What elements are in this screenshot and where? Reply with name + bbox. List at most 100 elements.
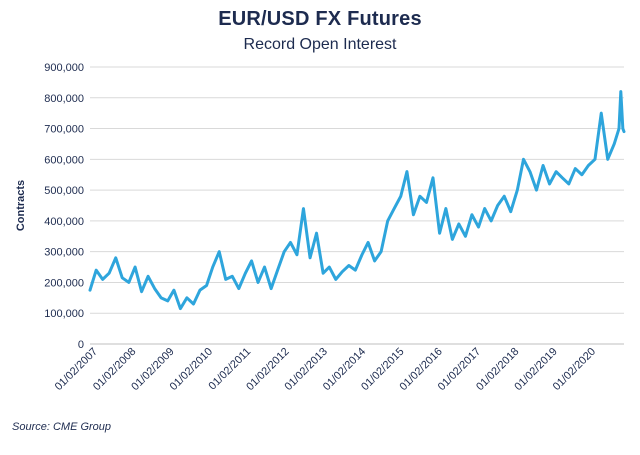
data-point — [211, 266, 214, 268]
data-point — [574, 167, 577, 170]
data-point — [147, 275, 149, 278]
y-axis-label: Contracts — [15, 180, 27, 231]
data-point — [490, 220, 492, 222]
data-point — [600, 112, 603, 114]
data-point — [296, 253, 298, 256]
data-point — [173, 289, 175, 291]
data-point — [322, 272, 324, 275]
data-point — [406, 170, 408, 173]
data-point — [451, 238, 454, 241]
data-point — [289, 241, 292, 244]
data-point — [594, 158, 596, 161]
data-point — [101, 278, 104, 281]
data-point — [134, 266, 136, 268]
data-point — [153, 287, 156, 290]
data-point — [618, 127, 620, 130]
data-point — [380, 250, 382, 253]
data-point — [270, 287, 272, 290]
chart-title: EUR/USD FX Futures — [218, 8, 422, 30]
data-point — [393, 207, 395, 210]
data-point — [522, 158, 525, 161]
data-point — [231, 275, 234, 278]
data-point — [620, 90, 622, 93]
data-point — [166, 300, 169, 302]
data-point — [516, 189, 519, 191]
data-point — [237, 287, 240, 290]
data-point — [121, 277, 124, 279]
y-tick-label: 200,000 — [44, 277, 84, 289]
x-tick-labels: 01/02/200701/02/200801/02/200901/02/2010… — [53, 346, 598, 393]
y-tick-label: 100,000 — [44, 308, 84, 320]
data-point — [471, 213, 473, 216]
data-point — [464, 235, 467, 238]
data-point — [199, 289, 201, 291]
data-point — [250, 260, 253, 262]
data-point — [309, 257, 311, 259]
data-point — [128, 281, 130, 284]
data-point — [561, 177, 564, 179]
data-point — [95, 269, 97, 271]
data-point — [438, 232, 441, 234]
data-point — [622, 127, 624, 130]
data-point — [334, 278, 337, 281]
data-point — [140, 290, 143, 293]
data-point — [354, 269, 357, 271]
data-point — [568, 183, 570, 185]
y-tick-label: 700,000 — [44, 124, 84, 136]
data-point — [458, 223, 460, 225]
data-point — [587, 164, 590, 167]
data-point — [302, 207, 305, 210]
data-point — [548, 183, 551, 185]
data-point — [386, 220, 389, 222]
series-line-open-interest — [88, 90, 626, 311]
data-point — [483, 207, 486, 210]
data-point — [581, 173, 583, 176]
data-point — [89, 289, 91, 291]
data-point — [283, 250, 286, 253]
data-point — [263, 266, 266, 268]
data-point — [496, 204, 499, 207]
data-point — [244, 272, 247, 275]
data-point — [445, 207, 447, 210]
data-point — [509, 210, 512, 213]
y-tick-labels: 0 100,000 200,000 300,000 400,000 500,000 600,… — [44, 62, 84, 351]
data-point — [315, 232, 318, 234]
y-tick-label: 600,000 — [44, 154, 84, 166]
data-point — [503, 195, 506, 198]
data-point — [205, 284, 208, 287]
data-point — [432, 177, 434, 179]
y-tick-label: 300,000 — [44, 247, 84, 259]
data-point — [224, 278, 227, 281]
source-note: Source: CME Group — [12, 421, 112, 433]
data-point — [341, 270, 344, 273]
data-point — [623, 130, 625, 133]
data-point — [361, 253, 363, 256]
data-point — [328, 266, 331, 268]
data-point — [606, 158, 609, 161]
data-point — [367, 241, 369, 244]
data-point — [218, 250, 221, 253]
data-point — [419, 195, 421, 198]
data-point — [425, 201, 428, 204]
y-tick-label: 900,000 — [44, 62, 84, 74]
data-point — [276, 269, 279, 271]
y-tick-label: 800,000 — [44, 93, 84, 105]
data-point — [542, 164, 544, 167]
data-point — [399, 195, 402, 198]
data-point — [108, 272, 110, 275]
data-point — [373, 260, 376, 262]
data-point — [160, 297, 162, 299]
data-point — [535, 189, 538, 191]
data-point — [257, 281, 259, 284]
data-point — [348, 264, 350, 267]
data-point — [114, 257, 117, 259]
chart-subtitle: Record Open Interest — [243, 36, 397, 53]
data-point — [555, 170, 557, 173]
y-tick-label: 400,000 — [44, 216, 84, 228]
data-point — [412, 213, 415, 216]
data-point — [192, 303, 195, 305]
y-tick-label: 0 — [78, 339, 84, 351]
series-points — [89, 90, 625, 310]
